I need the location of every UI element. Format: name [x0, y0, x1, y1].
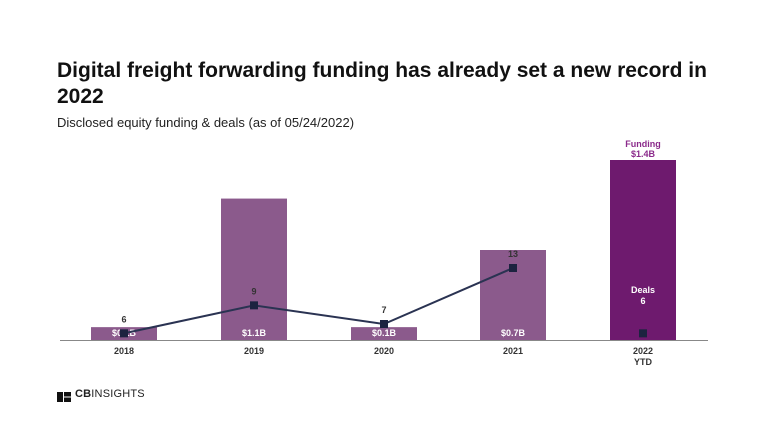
logo-text: CBINSIGHTS	[75, 388, 145, 400]
x-tick-label-3: 2021	[503, 346, 523, 356]
logo-bold: CB	[75, 388, 92, 400]
funding-bar-2	[351, 327, 417, 340]
x-tick-label-1: 2019	[244, 346, 264, 356]
deals-callout-title: Deals	[631, 285, 655, 295]
cb-insights-logo: CBINSIGHTS	[57, 387, 145, 402]
chart-title: Digital freight forwarding funding has a…	[57, 59, 707, 108]
funding-bar-4	[610, 160, 676, 340]
deals-point-0	[120, 329, 128, 338]
deals-callout-value: 6	[640, 296, 645, 306]
deals-point-1	[250, 301, 258, 310]
funding-callout-title: Funding	[625, 139, 661, 149]
deals-label-3: 13	[508, 249, 518, 259]
logo-rest: INSIGHTS	[91, 388, 145, 400]
funding-label-1: $1.1B	[242, 328, 267, 338]
x-tick-label-2: 2020	[374, 346, 394, 356]
funding-bar-3	[480, 250, 546, 340]
x-tick-label-0: 2018	[114, 346, 134, 356]
deals-point-2	[380, 320, 388, 329]
cb-logo-icon	[57, 389, 71, 402]
funding-bar-1	[221, 198, 287, 340]
funding-label-3: $0.7B	[501, 328, 526, 338]
x-tick-label-4: 2022	[633, 346, 653, 356]
funding-label-2: $0.1B	[372, 328, 397, 338]
deals-label-2: 7	[381, 305, 386, 315]
deals-label-0: 6	[121, 314, 126, 324]
deals-line	[123, 267, 514, 335]
funding-callout-value: $1.4B	[631, 149, 656, 159]
deals-point-4	[639, 329, 647, 338]
chart-subtitle: Disclosed equity funding & deals (as of …	[57, 115, 355, 130]
x-tick-label-4-1: YTD	[634, 357, 653, 367]
deals-label-1: 9	[251, 286, 256, 296]
deals-point-3	[509, 264, 517, 273]
